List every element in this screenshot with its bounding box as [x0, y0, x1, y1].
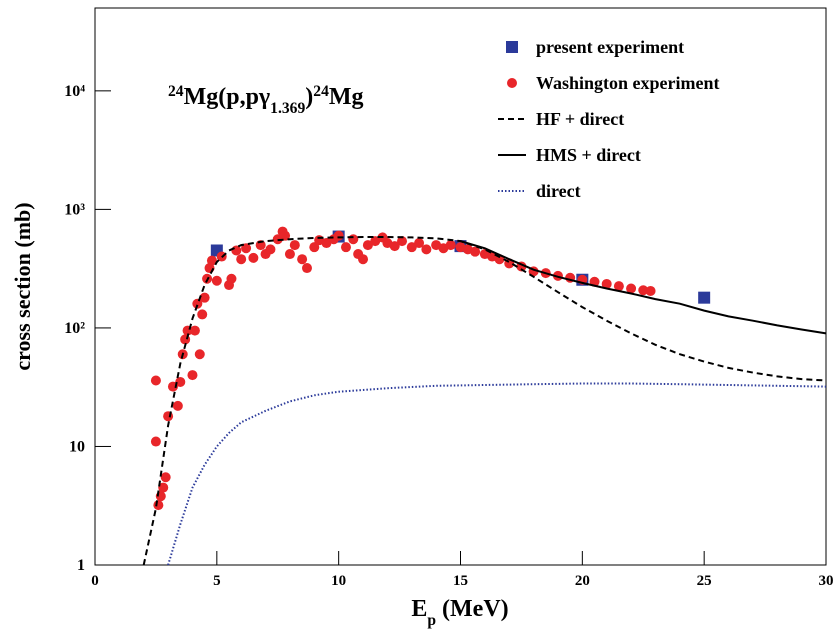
line-series	[460, 240, 827, 335]
data-point	[340, 242, 351, 253]
data-point	[698, 291, 711, 304]
chart-title: 24Mg(p,pγ1.369)24Mg	[168, 83, 364, 117]
x-tick-label: 20	[575, 573, 590, 589]
x-axis-label-part: p	[427, 612, 436, 629]
legend-marker	[507, 78, 517, 88]
data-point	[358, 254, 369, 265]
data-point	[158, 482, 169, 493]
data-point	[601, 278, 612, 289]
data-point	[150, 375, 161, 386]
legend-label: HF + direct	[536, 109, 624, 129]
data-point	[192, 298, 203, 309]
data-point	[187, 370, 198, 381]
data-point	[289, 240, 300, 251]
x-tick-label: 5	[213, 573, 221, 589]
data-point	[638, 285, 649, 296]
data-point	[211, 275, 222, 286]
x-tick-label: 25	[697, 573, 712, 589]
data-point	[172, 400, 183, 411]
data-point	[613, 281, 624, 292]
data-point	[241, 243, 252, 254]
chart-title-part: 24	[168, 83, 184, 100]
data-point	[197, 309, 208, 320]
y-axis-label: cross section (mb)	[10, 202, 35, 370]
data-point	[301, 263, 312, 274]
data-point	[626, 283, 637, 294]
data-point	[362, 240, 373, 251]
data-point	[445, 240, 456, 251]
legend-label: HMS + direct	[536, 145, 641, 165]
data-point	[189, 325, 200, 336]
data-point	[153, 500, 164, 511]
chart-title-part: 1.369	[270, 100, 305, 117]
data-point	[199, 292, 210, 303]
data-point	[470, 246, 481, 257]
legend-label: Washington experiment	[536, 73, 720, 93]
legend-label: direct	[536, 181, 581, 201]
x-axis-label: Ep (MeV)	[411, 596, 508, 629]
line-series	[142, 236, 827, 566]
x-tick-label: 30	[819, 573, 834, 589]
data-point	[206, 255, 217, 266]
data-point	[645, 285, 656, 296]
data-point	[309, 242, 320, 253]
x-axis-label-part: (MeV)	[436, 596, 509, 622]
chart-title-part: Mg(p,pγ	[184, 84, 271, 110]
chart-title-part: 24	[313, 83, 329, 100]
data-point	[297, 254, 308, 265]
chart-title-part: Mg	[329, 84, 364, 110]
data-point	[265, 244, 276, 255]
y-tick-label: 10³	[64, 201, 85, 218]
data-point	[414, 238, 425, 249]
data-point	[226, 273, 237, 284]
y-tick-label: 10²	[64, 320, 85, 337]
data-point	[333, 230, 344, 241]
line-series	[167, 382, 827, 566]
y-tick-label: 10	[69, 438, 85, 455]
data-point	[194, 349, 205, 360]
x-tick-label: 0	[91, 573, 99, 589]
data-point	[284, 249, 295, 260]
legend-label: present experiment	[536, 37, 684, 57]
data-point	[160, 472, 171, 483]
x-tick-label: 15	[453, 573, 468, 589]
y-tick-label: 10⁴	[64, 83, 85, 100]
chart-title-part: )	[305, 84, 313, 110]
data-point	[175, 376, 186, 387]
data-point	[406, 242, 417, 253]
legend-marker	[506, 41, 518, 53]
data-point	[389, 241, 400, 252]
data-point	[248, 252, 259, 263]
data-point	[150, 436, 161, 447]
x-tick-label: 10	[331, 573, 346, 589]
data-point	[236, 254, 247, 265]
x-axis-label-part: E	[411, 596, 427, 622]
data-point	[280, 230, 291, 241]
data-point	[421, 244, 432, 255]
data-point	[397, 236, 408, 247]
data-point	[231, 245, 242, 256]
y-tick-label: 1	[77, 557, 85, 574]
data-point	[348, 234, 359, 245]
